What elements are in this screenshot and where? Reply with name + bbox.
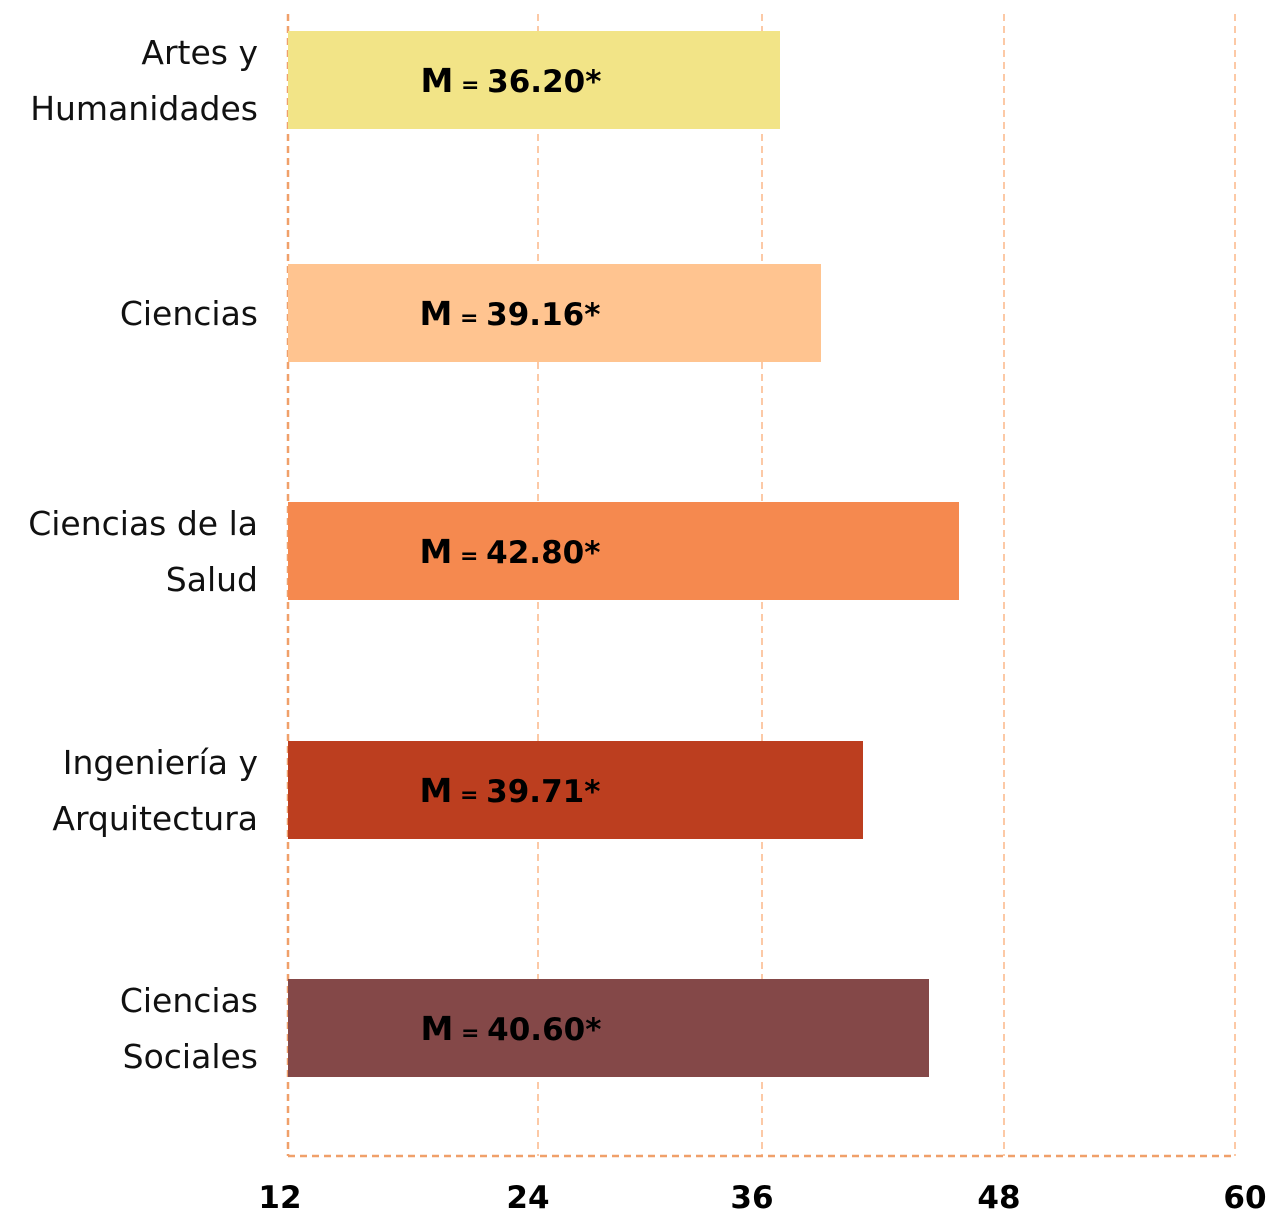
data-label-prefix: M — [420, 771, 453, 810]
category-label-2: Ciencias de la Salud — [28, 504, 258, 599]
category-label-0: Artes y Humanidades — [30, 33, 258, 128]
data-label-equals: = — [453, 1021, 487, 1046]
data-labels: M = 36.20*M = 39.16*M = 42.80*M = 39.71*… — [420, 61, 602, 1048]
data-label-0: M = 36.20* — [421, 61, 602, 100]
category-label-line: Ciencias — [120, 294, 258, 333]
bar-1 — [288, 264, 821, 362]
data-label-equals: = — [453, 73, 487, 98]
x-tick-label-48: 48 — [977, 1180, 1020, 1214]
data-label-prefix: M — [421, 1009, 454, 1048]
data-label-1: M = 39.16* — [420, 294, 601, 333]
data-label-equals: = — [452, 544, 486, 569]
data-label-value: 36.20* — [487, 64, 601, 100]
x-tick-label-60: 60 — [1223, 1180, 1266, 1214]
category-label-line: Arquitectura — [52, 799, 258, 838]
data-label-3: M = 39.71* — [420, 771, 601, 810]
category-label-line: Humanidades — [30, 89, 258, 128]
category-label-line: Salud — [166, 560, 258, 599]
data-label-4: M = 40.60* — [421, 1009, 602, 1048]
bar-3 — [288, 741, 863, 839]
bar-0 — [288, 31, 780, 129]
data-label-prefix: M — [421, 61, 454, 100]
x-axis-ticks: 12 24 36 48 60 — [258, 1180, 1266, 1214]
data-label-equals: = — [452, 306, 486, 331]
data-label-value: 42.80* — [486, 535, 600, 571]
bar-4 — [288, 979, 929, 1077]
data-label-value: 39.16* — [486, 297, 600, 333]
category-label-line: Sociales — [123, 1037, 258, 1076]
data-label-prefix: M — [420, 294, 453, 333]
x-tick-label-12: 12 — [258, 1180, 301, 1214]
bars — [288, 31, 959, 1077]
category-label-line: Artes y — [141, 33, 258, 72]
category-labels: Artes y Humanidades Ciencias Ciencias de la… — [28, 33, 258, 1076]
data-label-value: 39.71* — [486, 774, 600, 810]
category-label-line: Ciencias — [120, 981, 258, 1020]
x-tick-label-24: 24 — [506, 1180, 549, 1214]
category-label-1: Ciencias — [120, 294, 258, 333]
data-label-equals: = — [452, 783, 486, 808]
category-label-line: Ingeniería y — [63, 743, 258, 782]
category-label-4: Ciencias Sociales — [120, 981, 258, 1076]
data-label-2: M = 42.80* — [420, 532, 601, 571]
category-label-line: Ciencias de la — [28, 504, 258, 543]
x-tick-label-36: 36 — [730, 1180, 773, 1214]
data-label-prefix: M — [420, 532, 453, 571]
data-label-value: 40.60* — [487, 1012, 601, 1048]
bar-2 — [288, 502, 959, 600]
category-label-3: Ingeniería y Arquitectura — [52, 743, 258, 838]
